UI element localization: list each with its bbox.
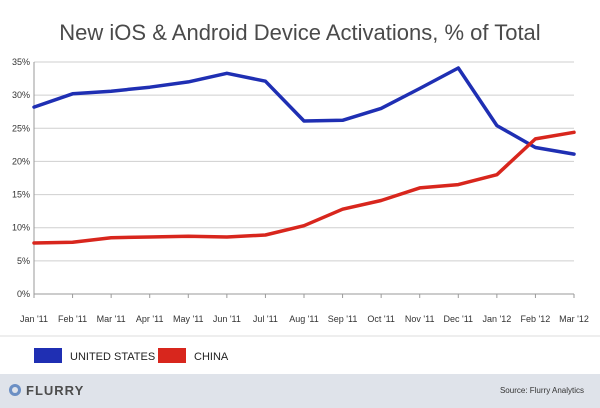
chart-title: New iOS & Android Device Activations, % … (59, 20, 540, 45)
footer-bar (0, 374, 600, 408)
y-tick-label: 10% (12, 223, 30, 233)
brand-name: FLURRY (26, 383, 84, 398)
y-tick-label: 25% (12, 123, 30, 133)
x-tick-label: Mar '11 (97, 314, 126, 324)
x-tick-label: Jan '12 (482, 314, 511, 324)
flurry-logo-mark-inner-icon (12, 387, 18, 393)
x-tick-label: Jun '11 (213, 314, 241, 324)
x-tick-label: Nov '11 (405, 314, 435, 324)
x-tick-label: Feb '12 (521, 314, 551, 324)
x-axis-ticks: Jan '11 Feb '11 Mar '11 Apr '11 May '11 Jun '… (20, 294, 589, 324)
y-tick-label: 20% (12, 156, 30, 166)
y-tick-label: 5% (17, 256, 30, 266)
x-tick-label: Feb '11 (58, 314, 87, 324)
y-axis-ticks: 0% 5% 10% 15% 20% 25% 30% 35% (12, 57, 30, 299)
series-line-china (32, 130, 576, 245)
x-tick-label: Jul '11 (253, 314, 278, 324)
series-line-united-states (32, 66, 576, 156)
x-tick-label: Aug '11 (289, 314, 319, 324)
y-tick-label: 35% (12, 57, 30, 67)
y-tick-label: 30% (12, 90, 30, 100)
x-tick-label: Apr '11 (136, 314, 164, 324)
x-tick-label: Sep '11 (328, 314, 358, 324)
gridlines (34, 61, 574, 262)
legend-label: UNITED STATES (70, 351, 155, 363)
legend-swatch (34, 348, 62, 363)
series-lines (32, 66, 576, 245)
x-tick-label: May '11 (173, 314, 204, 324)
y-tick-label: 0% (17, 289, 30, 299)
x-tick-label: Mar '12 (559, 314, 589, 324)
legend: UNITED STATES CHINA (34, 348, 229, 363)
legend-label: CHINA (194, 351, 229, 363)
legend-swatch (158, 348, 186, 363)
y-tick-label: 15% (12, 190, 30, 200)
x-tick-label: Jan '11 (20, 314, 48, 324)
x-tick-label: Oct '11 (367, 314, 395, 324)
source-text: Source: Flurry Analytics (500, 386, 584, 395)
flurry-logo: FLURRY (9, 383, 84, 398)
x-tick-label: Dec '11 (443, 314, 473, 324)
